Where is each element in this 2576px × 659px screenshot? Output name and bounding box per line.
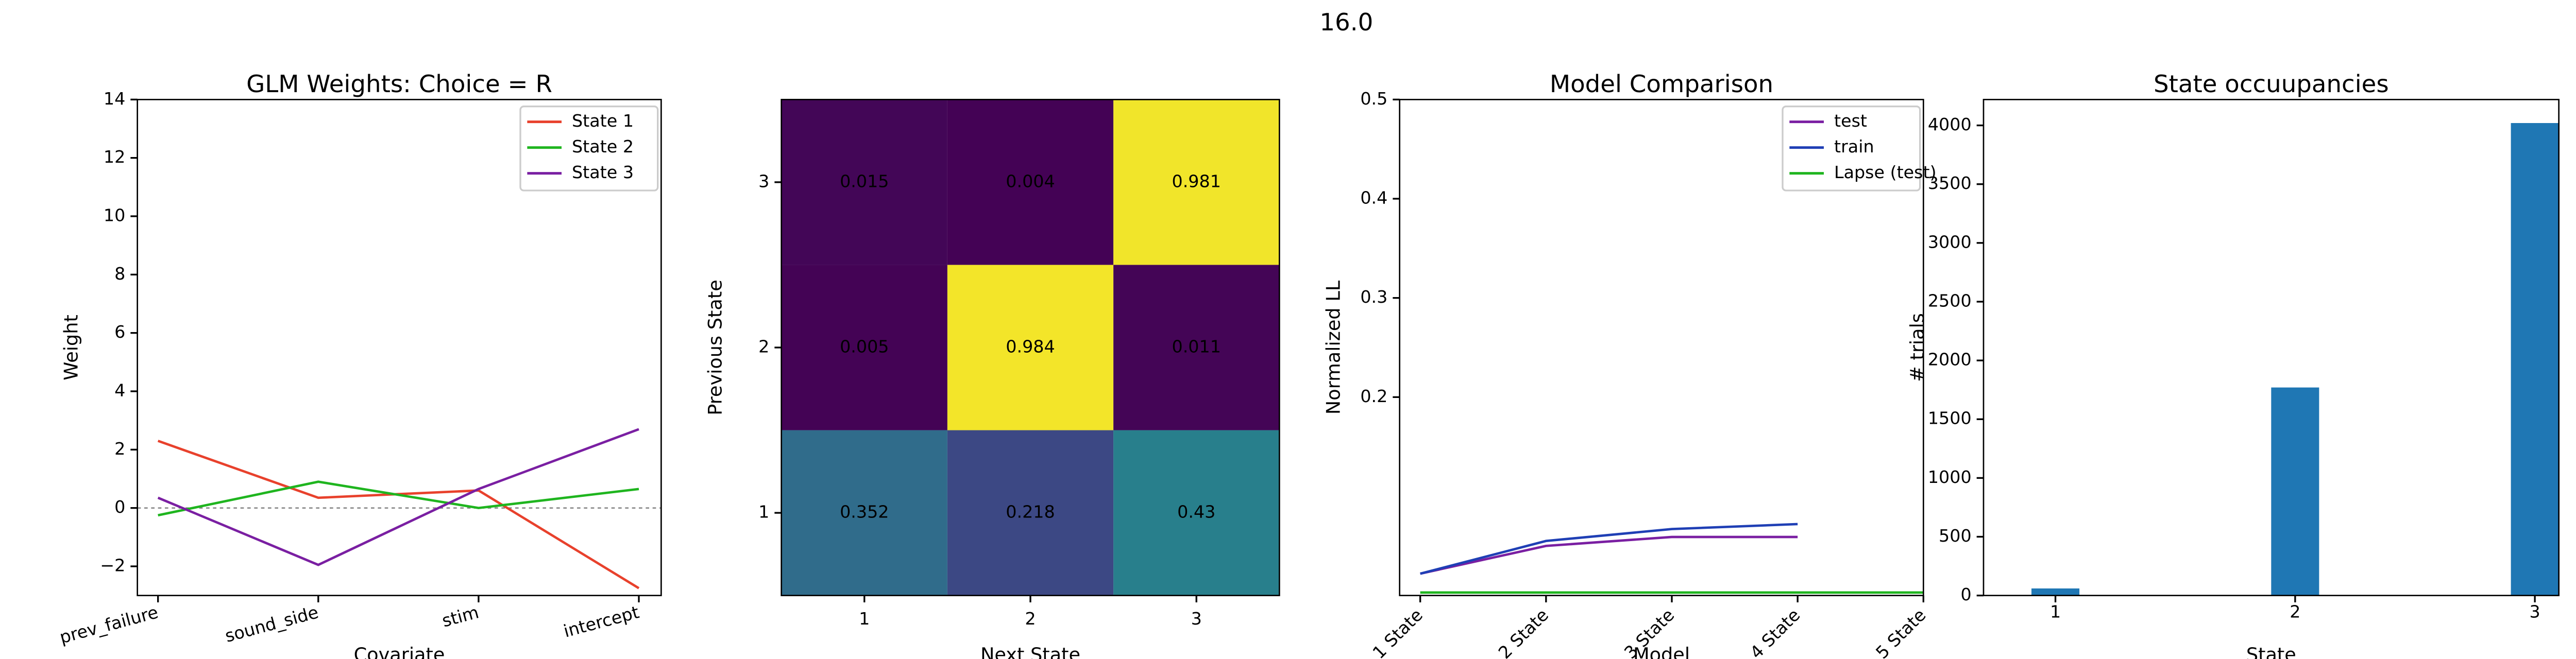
y-tick-label: 3500 (1928, 173, 1972, 193)
heatmap-cell (781, 265, 947, 430)
y-axis-label: Weight (60, 315, 82, 380)
y-tick-label: 0 (1960, 584, 1971, 604)
y-tick-label: 2 (114, 439, 125, 459)
x-axis-label: Next State (980, 644, 1080, 659)
y-tick-label: 4000 (1928, 114, 1972, 134)
y-axis-label: Normalized LL (1323, 280, 1345, 414)
y-tick-label: 14 (104, 89, 125, 109)
heatmap-cell (1113, 265, 1280, 430)
cell-label: 0.015 (840, 171, 889, 191)
y-tick-label: 2500 (1928, 290, 1972, 310)
y-tick-label: 0.5 (1360, 89, 1387, 109)
suptitle: 16.0 (1319, 9, 1373, 37)
legend-box (519, 106, 659, 192)
y-tick-label: 4 (114, 380, 125, 401)
bar (2031, 588, 2080, 596)
x-tick-label: 3 (2530, 602, 2540, 622)
legend-label: State 3 (572, 162, 634, 182)
y-tick-label: 1000 (1928, 467, 1972, 487)
y-tick-label: 500 (1939, 526, 1972, 546)
x-tick-label: 1 (2050, 602, 2061, 622)
y-tick-label: 8 (114, 264, 125, 284)
legend-label: State 2 (572, 136, 634, 157)
y-tick-label: 3 (758, 171, 769, 191)
y-tick-label: 2 (758, 337, 769, 357)
legend-label: Lapse (test) (1834, 162, 1937, 182)
legend-label: test (1834, 111, 1867, 131)
y-tick-label: 1500 (1928, 408, 1972, 428)
heatmap-cell (781, 430, 947, 596)
legend-box (1782, 106, 1921, 192)
y-tick-label: 1 (758, 502, 769, 522)
legend-label: train (1834, 136, 1874, 157)
y-tick-label: 0.4 (1360, 188, 1387, 208)
legend-label: State 1 (572, 111, 634, 131)
y-tick-label: 12 (104, 147, 125, 167)
heatmap-cell (947, 99, 1114, 265)
y-tick-label: −2 (100, 556, 125, 576)
x-axis-label: Model (1633, 644, 1690, 659)
bar (2271, 387, 2319, 596)
x-tick-label: 2 (1025, 609, 1036, 629)
cell-label: 0.005 (840, 337, 889, 357)
cell-label: 0.011 (1172, 337, 1221, 357)
cell-label: 0.218 (1006, 502, 1055, 522)
chart-title: GLM Weights: Choice = R (246, 71, 552, 98)
y-tick-label: 3000 (1928, 232, 1972, 252)
y-axis-label: # trials (1906, 313, 1928, 382)
bar (2511, 123, 2559, 596)
plot-frame (781, 99, 1280, 596)
y-tick-label: 0.2 (1360, 386, 1387, 406)
y-tick-label: 10 (104, 205, 125, 226)
cell-label: 0.352 (840, 502, 889, 522)
plot-frame (137, 99, 662, 596)
x-axis-label: Covariate (354, 644, 445, 659)
x-tick-label: 3 (1191, 609, 1202, 629)
cell-label: 0.43 (1177, 502, 1215, 522)
chart-title: State occuupancies (2154, 71, 2389, 98)
cell-label: 0.004 (1006, 171, 1055, 191)
y-tick-label: 2000 (1928, 350, 1972, 370)
cell-label: 0.981 (1172, 171, 1221, 191)
series-line (1420, 535, 1798, 575)
y-axis-label: Previous State (704, 280, 726, 415)
y-tick-label: 0 (114, 497, 125, 517)
x-axis-label: State (2246, 644, 2296, 659)
heatmap-cell (1113, 430, 1280, 596)
x-tick-label: 1 (859, 609, 870, 629)
series-line (157, 428, 639, 566)
heatmap-cell (1113, 99, 1280, 265)
heatmap-cell (947, 430, 1114, 596)
series-line (158, 480, 639, 517)
cell-label: 0.984 (1006, 337, 1055, 357)
plot-frame (1982, 99, 2560, 596)
y-tick-label: 0.3 (1360, 287, 1387, 307)
plot-frame (1399, 99, 1924, 596)
x-tick-label: 2 (2290, 602, 2300, 622)
y-tick-label: 6 (114, 322, 125, 342)
heatmap-cell (947, 265, 1114, 430)
heatmap-cell (781, 99, 947, 265)
series-line (1420, 523, 1798, 575)
chart-title: Model Comparison (1550, 71, 1773, 98)
